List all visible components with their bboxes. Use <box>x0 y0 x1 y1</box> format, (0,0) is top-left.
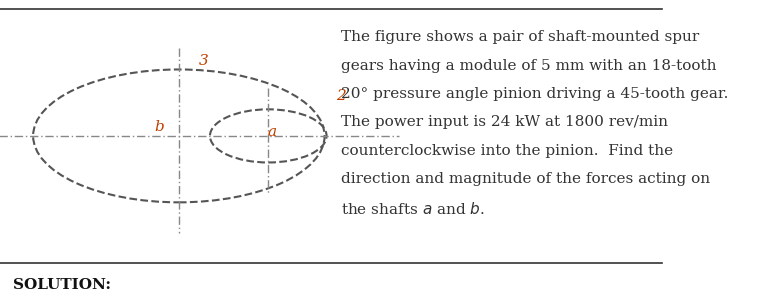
Text: The figure shows a pair of shaft-mounted spur: The figure shows a pair of shaft-mounted… <box>341 30 700 44</box>
Text: gears having a module of 5 mm with an 18-tooth: gears having a module of 5 mm with an 18… <box>341 59 716 72</box>
Text: a: a <box>267 125 276 139</box>
Text: The power input is 24 kW at 1800 rev/min: The power input is 24 kW at 1800 rev/min <box>341 115 668 129</box>
Text: 3: 3 <box>198 54 208 68</box>
Text: direction and magnitude of the forces acting on: direction and magnitude of the forces ac… <box>341 172 710 186</box>
Text: 20° pressure angle pinion driving a 45-tooth gear.: 20° pressure angle pinion driving a 45-t… <box>341 87 729 101</box>
Text: SOLUTION:: SOLUTION: <box>13 278 111 292</box>
Text: b: b <box>154 120 164 134</box>
Text: the shafts $a$ and $b$.: the shafts $a$ and $b$. <box>341 201 485 217</box>
Text: 2: 2 <box>336 89 346 103</box>
Text: counterclockwise into the pinion.  Find the: counterclockwise into the pinion. Find t… <box>341 144 673 158</box>
